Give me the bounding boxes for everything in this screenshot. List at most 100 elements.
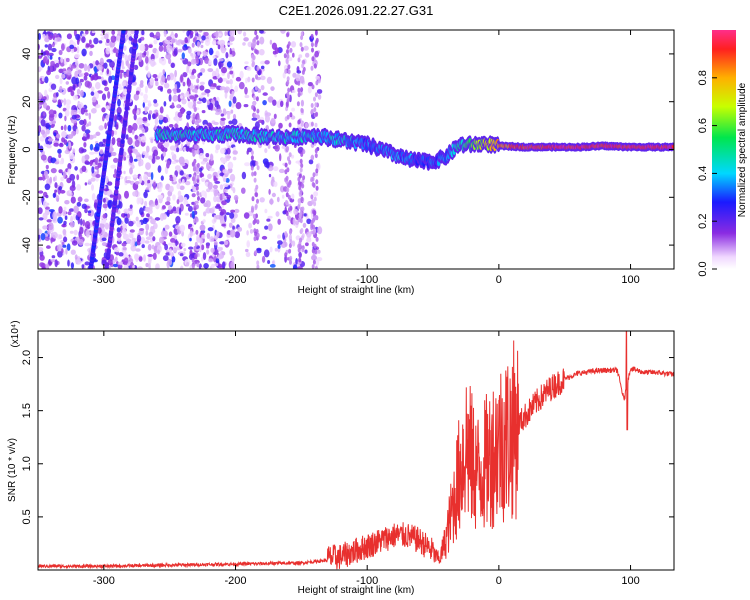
spectrogram-noise-cell [138,160,142,165]
spectrogram-band-cell [313,201,317,207]
spectrogram-noise-cell [177,190,182,197]
spectrogram-noise-cell [40,115,44,119]
spectrogram-noise-cell [230,84,233,90]
spectrogram-noise-cell [51,255,56,259]
spectrogram-noise-cell [146,213,150,218]
spectrogram-noise-cell [117,237,122,242]
spectrogram-noise-cell [219,193,223,201]
snr-x-tick-label: -100 [356,575,378,587]
spectrogram-noise-cell [118,261,123,266]
spectrogram-noise-cell [148,44,153,48]
spectrogram-band-cell [192,37,196,43]
spectrogram-noise-cell [133,93,139,101]
spectrogram-noise-cell [234,85,239,93]
spectrogram-noise-cell [269,198,274,205]
spectrogram-noise-cell [79,119,85,125]
spectrogram-noise-cell [134,134,138,140]
spectrogram-band-cell [297,204,301,210]
spectrogram-band-cell [310,103,314,108]
spectrogram-noise-cell [276,196,280,203]
spectrogram-band-cell [313,63,317,69]
spectrogram-streak-cell [133,38,138,44]
spectrogram-noise-cell [214,180,221,184]
spectrogram-noise-cell [224,192,229,197]
spectrogram-noise-cell [38,106,41,111]
spectrogram-noise-cell [178,156,185,165]
spectrogram-noise-cell [111,46,114,55]
spectrogram-noise-cell [147,71,151,78]
spectrogram-noise-cell [91,108,97,114]
spectrogram-noise-cell [123,72,127,78]
spectrogram-noise-cell [243,212,250,219]
spectrogram-band-cell [254,30,258,36]
spectrogram-noise-cell [101,93,107,101]
spectrogram-noise-cell [144,200,148,207]
spectrogram-noise-cell [267,215,273,219]
spectrogram-noise-cell [89,39,92,45]
snr-x-tick-label: 100 [621,575,639,587]
spectrogram-noise-cell [57,216,63,224]
spectrogram-noise-cell [63,220,67,226]
spectrogram-noise-cell [179,170,184,176]
spectrogram-noise-cell [156,49,159,57]
spectrogram-noise-cell [182,30,185,33]
spectrogram-noise-cell [152,113,156,120]
spectrogram-noise-cell [162,151,166,157]
spectrogram-noise-cell [39,101,44,105]
spectrogram-noise-cell [164,224,170,230]
spectrogram-noise-cell [228,222,233,228]
spectrogram-noise-cell [66,33,72,40]
spectrogram-noise-cell [57,99,62,106]
spectrogram-noise-cell [124,217,129,224]
spectrogram-band-cell [192,166,196,172]
spectrogram-noise-cell [180,265,184,269]
spectrogram-noise-cell [128,232,134,239]
spectrogram-noise-cell [59,85,63,94]
spectrogram-noise-cell [176,116,179,125]
spectrogram-band-cell [300,46,304,52]
spectrogram-noise-cell [122,247,127,251]
spectrogram-noise-cell [129,156,134,163]
spectrogram-band-cell [300,108,304,114]
spectrogram-noise-cell [111,30,116,35]
spectrogram-band-cell [191,148,195,154]
spectrogram-noise-cell [84,198,89,203]
spectrogram-noise-cell [225,212,230,216]
spectrogram-noise-cell [187,148,192,152]
spectrogram-band-cell [300,152,304,157]
spectrogram-noise-cell [189,69,193,75]
spectrogram-band-cell [301,183,305,189]
spectrogram-noise-cell [172,194,176,201]
spectrogram-noise-cell [138,55,142,62]
spectrogram-band-cell [256,232,260,238]
spectrogram-noise-cell [231,187,235,191]
spectrogram-noise-cell [259,36,265,45]
spectrogram-band-cell [286,114,290,120]
spectrogram-noise-cell [41,266,46,269]
spectrogram-noise-cell [229,79,234,85]
spectrogram-noise-cell [66,243,71,251]
spectrogram-noise-cell [142,102,145,108]
spectrogram-band-cell [254,49,258,55]
spectrogram-noise-cell [269,246,273,253]
spectrogram-noise-cell [54,161,60,165]
spectrogram-band-cell [297,176,301,182]
spectrogram-band-cell [253,236,257,242]
spectrogram-noise-cell [146,145,150,153]
spectrogram-band-cell [313,243,317,249]
spectrogram-noise-cell [168,94,172,102]
spectrogram-noise-cell [116,227,121,233]
spectrogram-noise-cell [135,151,140,156]
spectrogram-noise-cell [101,242,107,247]
spectrogram-noise-cell [117,98,121,107]
spectrogram-noise-cell [279,153,282,162]
spectrogram-band-cell [287,156,290,162]
spectrogram-noise-cell [180,107,185,114]
spectrogram-noise-cell [89,160,93,167]
spectrogram-band-cell [256,40,260,46]
spectrogram-noise-cell [63,139,68,146]
spectrogram-band-cell [313,210,317,216]
spectrogram-band-cell [285,102,289,108]
spectrogram-noise-cell [175,111,179,118]
spectrogram-noise-cell [135,90,140,95]
